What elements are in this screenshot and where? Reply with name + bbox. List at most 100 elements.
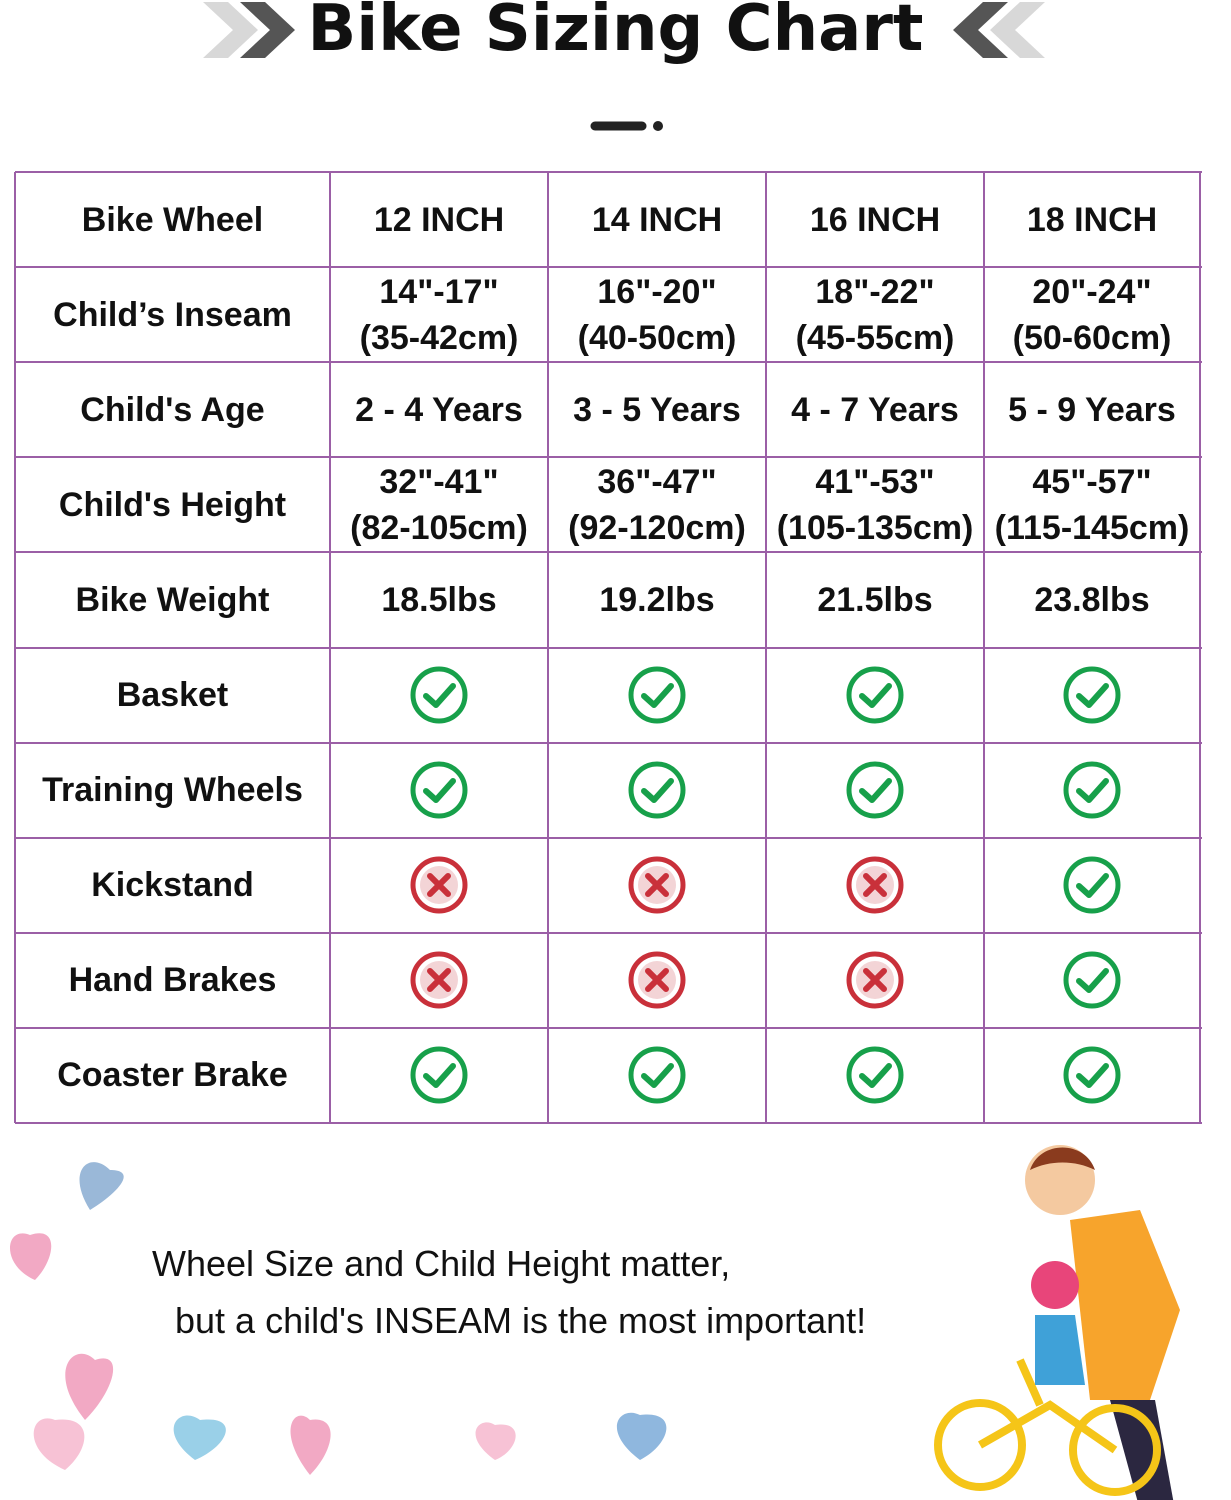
cell-box: [330, 648, 548, 743]
cell-box: [548, 1028, 766, 1123]
cell-text: 3 - 5 Years: [573, 390, 741, 429]
grid-line: [765, 172, 767, 1123]
cross-icon: [410, 856, 468, 914]
cross-icon: [846, 951, 904, 1009]
cell-text: (105-135cm): [776, 508, 974, 547]
check-icon: [1063, 666, 1121, 724]
check-icon: [410, 761, 468, 819]
check-icon: [1063, 761, 1121, 819]
cell-box: [984, 1028, 1200, 1123]
grid-line: [15, 646, 1202, 649]
cell-box: 14"-17" (35-42cm): [330, 267, 548, 362]
row-label: Child’s Inseam: [53, 295, 292, 334]
grid-line: [15, 361, 1202, 364]
cell-box: 4 - 7 Years: [766, 362, 984, 457]
cell-text: (45-55cm): [795, 318, 955, 357]
cell-box: 5 - 9 Years: [984, 362, 1200, 457]
check-icon: [846, 761, 904, 819]
check-icon: [628, 666, 686, 724]
cell-box: [766, 1028, 984, 1123]
cell-text: 4 - 7 Years: [791, 390, 959, 429]
row-label: Child's Height: [58, 485, 287, 524]
cell-text: 19.2lbs: [599, 580, 715, 619]
cell-box: 36"-47" (92-120cm): [548, 457, 766, 552]
column-header: 12 INCH: [373, 200, 505, 239]
column-header: 16 INCH: [809, 200, 941, 239]
cell-text: 23.8lbs: [1034, 580, 1150, 619]
cell-box: [984, 648, 1200, 743]
grid-line: [15, 931, 1202, 934]
cell-box: 45"-57" (115-145cm): [984, 457, 1200, 552]
cell-box: [984, 743, 1200, 838]
title-decoration: [203, 2, 1045, 131]
cell-box: 20"-24" (50-60cm): [984, 267, 1200, 362]
row-label: Basket: [116, 676, 229, 715]
grid-line: [15, 171, 1202, 173]
column-header: 18 INCH: [1026, 200, 1158, 239]
decoration: [10, 1145, 1180, 1500]
cell-box: 23.8lbs: [984, 552, 1200, 647]
cell-text: 41"-53": [815, 462, 935, 501]
grid-line: [14, 172, 16, 1123]
check-icon: [628, 761, 686, 819]
cell-box: 16"-20" (40-50cm): [548, 267, 766, 362]
cell-box: [330, 838, 548, 933]
row-label: Bike Weight: [75, 580, 270, 619]
grid-line: [15, 551, 1202, 554]
check-icon: [628, 1046, 686, 1104]
grid-line: [983, 172, 985, 1123]
grid-line: [329, 172, 331, 1123]
cell-box: 19.2lbs: [548, 552, 766, 647]
cell-box: [548, 838, 766, 933]
cell-text: 14"-17": [379, 272, 499, 311]
check-icon: [846, 666, 904, 724]
cell-text: 32"-41": [379, 462, 499, 501]
cell-box: 18"-22" (45-55cm): [766, 267, 984, 362]
cross-icon: [628, 951, 686, 1009]
row-label: Coaster Brake: [57, 1056, 288, 1095]
cell-box: 18.5lbs: [330, 552, 548, 647]
grid-line: [15, 1026, 1202, 1029]
cross-icon: [628, 856, 686, 914]
cell-text: 20"-24": [1032, 272, 1152, 311]
cell-box: [766, 838, 984, 933]
cell-box: [766, 933, 984, 1028]
cell-box: [766, 743, 984, 838]
grid-line: [547, 172, 549, 1123]
cell-text: (82-105cm): [350, 508, 528, 547]
row-label: Child's Age: [80, 390, 265, 429]
cell-text: 18"-22": [815, 272, 935, 311]
grid-line: [15, 456, 1202, 459]
title: Bike Sizing Chart: [307, 0, 924, 66]
row-label: Training Wheels: [42, 771, 303, 810]
grid-line: [15, 836, 1202, 839]
check-icon: [410, 1046, 468, 1104]
cell-box: [766, 648, 984, 743]
row-label: Kickstand: [91, 866, 254, 905]
cell-box: 21.5lbs: [766, 552, 984, 647]
cell-text: 21.5lbs: [817, 580, 933, 619]
cell-text: (35-42cm): [359, 318, 519, 357]
cell-box: 2 - 4 Years: [330, 362, 548, 457]
footer-line: but a child's INSEAM is the most importa…: [175, 1300, 867, 1341]
cell-box: [984, 838, 1200, 933]
check-icon: [1063, 951, 1121, 1009]
cell-box: [548, 933, 766, 1028]
cell-text: (92-120cm): [568, 508, 746, 547]
grid-line: [15, 266, 1202, 269]
cell-box: [984, 933, 1200, 1028]
cross-icon: [846, 856, 904, 914]
cell-text: 16"-20": [597, 272, 717, 311]
grid-line: [15, 1122, 1202, 1124]
cell-box: 3 - 5 Years: [548, 362, 766, 457]
cell-box: [548, 648, 766, 743]
cell-text: (40-50cm): [577, 318, 737, 357]
check-icon: [846, 1046, 904, 1104]
grid-line: [1199, 172, 1201, 1123]
header-label: Bike Wheel: [81, 200, 264, 239]
cell-box: 32"-41" (82-105cm): [330, 457, 548, 552]
column-header: 14 INCH: [591, 200, 723, 239]
cell-text: 18.5lbs: [381, 580, 497, 619]
footer-line: Wheel Size and Child Height matter,: [152, 1243, 731, 1284]
